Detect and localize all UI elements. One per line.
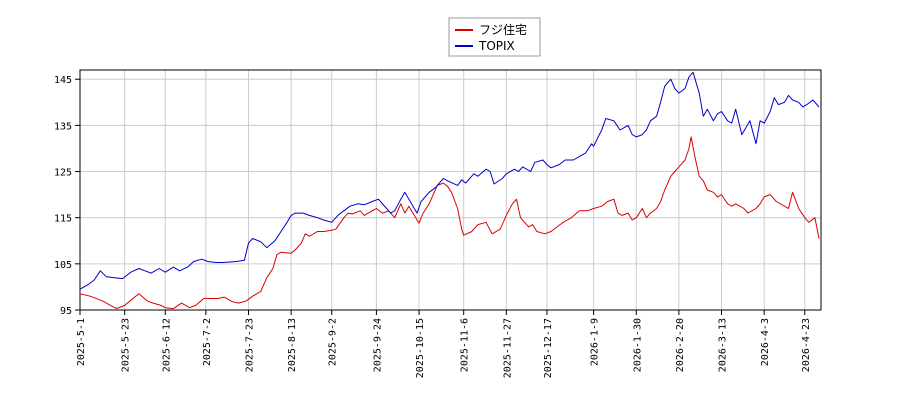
x-tick-label: 2025-8-13 xyxy=(287,318,298,372)
grid xyxy=(79,70,821,311)
x-tick-label: 2025-9-2 xyxy=(328,318,339,366)
y-tick-label: 115 xyxy=(54,214,72,225)
x-tick-label: 2026-4-23 xyxy=(801,318,812,372)
x-tick-label: 2025-9-24 xyxy=(372,318,383,372)
y-tick-label: 105 xyxy=(54,260,72,271)
x-tick-label: 2025-7-2 xyxy=(202,318,213,366)
legend-box xyxy=(448,17,541,57)
x-tick-label: 2026-1-30 xyxy=(632,318,643,372)
x-tick-label: 2025-12-17 xyxy=(543,318,554,378)
legend-label: フジ住宅 xyxy=(479,22,527,37)
x-tick-label: 2025-5-23 xyxy=(121,318,132,372)
x-tick-label: 2025-11-6 xyxy=(460,318,471,372)
series-line-1 xyxy=(79,136,820,310)
series-line-2 xyxy=(79,71,820,290)
x-tick-label: 2026-4-3 xyxy=(760,318,771,366)
y-tick-label: 95 xyxy=(60,306,72,317)
legend: フジ住宅 TOPIX xyxy=(448,17,541,57)
y-axis: 95 105 115 125 135 145 xyxy=(54,75,80,317)
x-tick-label: 2025-7-23 xyxy=(245,318,256,372)
x-tick-label: 2026-1-9 xyxy=(590,318,601,366)
x-tick-label: 2025-10-15 xyxy=(415,318,426,378)
plot-frame xyxy=(79,69,822,311)
x-tick-label: 2025-11-27 xyxy=(502,318,513,378)
y-tick-label: 145 xyxy=(54,75,72,86)
x-tick-label: 2025-5-1 xyxy=(76,318,87,366)
x-tick-label: 2026-3-13 xyxy=(718,318,729,372)
y-tick-label: 135 xyxy=(54,121,72,132)
x-tick-label: 2025-6-12 xyxy=(161,318,172,372)
y-tick-label: 125 xyxy=(54,168,72,179)
legend-label: TOPIX xyxy=(478,39,515,53)
series-layer xyxy=(79,71,820,310)
x-axis: 2025-5-1 2025-5-23 2025-6-12 2025-7-2 2025-7… xyxy=(76,310,812,378)
x-tick-label: 2026-2-20 xyxy=(675,318,686,372)
